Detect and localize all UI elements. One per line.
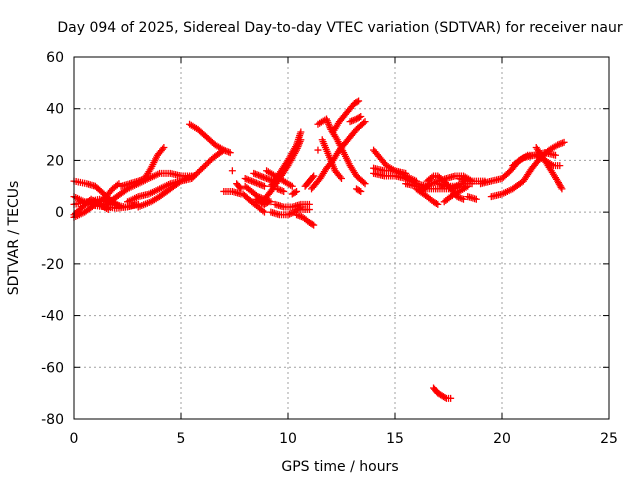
data-point: [518, 155, 526, 163]
y-tick-label: 0: [55, 205, 64, 221]
data-point: [558, 185, 566, 193]
chart-title: Day 094 of 2025, Sidereal Day-to-day VTE…: [57, 20, 623, 36]
data-point: [432, 200, 440, 208]
data-point: [260, 182, 268, 190]
grid-lines: [74, 57, 609, 419]
data-point: [355, 113, 363, 121]
data-point: [560, 138, 568, 146]
data-point: [228, 167, 236, 175]
data-point: [159, 145, 167, 153]
y-tick-label: -80: [41, 412, 64, 428]
data-point: [308, 220, 316, 228]
y-tick-label: 40: [46, 102, 64, 118]
x-axis-label: GPS time / hours: [281, 459, 398, 475]
data-point: [309, 173, 317, 181]
data-point: [265, 198, 273, 206]
data-point: [357, 112, 365, 120]
y-tick-label: 60: [46, 50, 64, 66]
data-point: [288, 182, 296, 190]
x-tick-label: 0: [70, 431, 79, 447]
y-tick-label: -60: [41, 360, 64, 376]
data-point: [293, 187, 301, 195]
data-point: [280, 187, 288, 195]
plot-frame: [73, 56, 610, 420]
data-point: [218, 147, 226, 155]
data-point: [220, 146, 228, 154]
data-point: [434, 200, 442, 208]
data-point: [557, 183, 565, 191]
data-point: [237, 185, 245, 193]
data-point: [310, 221, 318, 229]
x-tick-label: 5: [177, 431, 186, 447]
data-point: [357, 187, 365, 195]
x-tick-label: 15: [386, 431, 404, 447]
data-point: [459, 195, 467, 203]
data-point: [338, 175, 345, 183]
data-point: [353, 98, 361, 106]
data-point: [260, 208, 268, 216]
data-point: [361, 118, 369, 126]
axis-ticks: 0 5 10 15 20 25 -80 -60 -40 -20 0 20 40 60: [41, 50, 618, 447]
data-points: [70, 97, 568, 402]
data-point: [360, 119, 368, 127]
data-point: [263, 199, 271, 207]
data-point: [355, 97, 363, 105]
x-tick-label: 20: [493, 431, 511, 447]
data-point: [402, 169, 410, 177]
data-point: [355, 187, 363, 195]
data-point: [305, 206, 313, 214]
data-point: [297, 128, 305, 136]
x-tick-label: 10: [279, 431, 297, 447]
x-tick-label: 25: [600, 431, 618, 447]
data-point: [310, 172, 318, 180]
data-point: [447, 394, 455, 402]
series-sdtvar: [70, 97, 568, 402]
data-point: [314, 146, 322, 154]
data-point: [160, 144, 168, 151]
y-axis-label: SDTVAR / TECUs: [6, 181, 22, 296]
data-point: [556, 162, 564, 170]
data-point: [336, 173, 344, 181]
y-tick-label: 20: [46, 153, 64, 169]
data-point: [472, 195, 480, 203]
data-point: [113, 181, 121, 189]
data-point: [236, 184, 244, 192]
data-point: [428, 173, 436, 181]
data-point: [360, 178, 368, 186]
data-point: [291, 188, 299, 196]
y-tick-label: -20: [41, 257, 64, 273]
data-point: [226, 149, 234, 157]
y-tick-label: -40: [41, 309, 64, 325]
data-point: [361, 180, 369, 188]
data-point: [441, 393, 449, 401]
data-point: [259, 207, 267, 215]
data-point: [552, 151, 559, 159]
data-point: [104, 206, 112, 214]
